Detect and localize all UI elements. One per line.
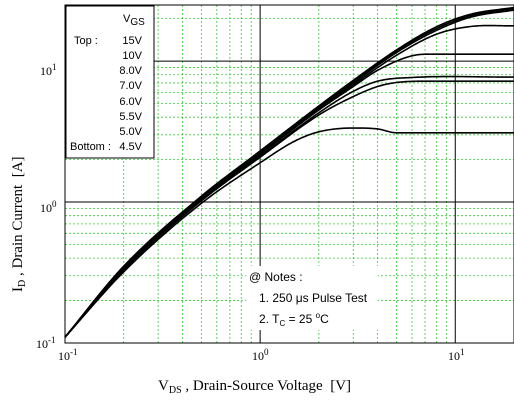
x-tick-label: 101 [448, 347, 465, 363]
series-curve [64, 127, 514, 338]
series-curve [64, 53, 514, 338]
legend-entry: 4.5V [119, 141, 142, 153]
notes-line-1: 1. 250 μs Pulse Test [259, 291, 368, 305]
legend-entry: 6.0V [119, 96, 142, 108]
x-tick-label: 100 [252, 347, 269, 363]
y-tick-label: 100 [40, 199, 57, 215]
y-tick-labels: 10-1 100 101 [36, 62, 57, 351]
curves [64, 6, 514, 338]
legend-entry: 15V [122, 35, 142, 47]
notes-backdrop [246, 266, 378, 330]
legend-entry: 8.0V [119, 65, 142, 77]
y-axis-label: ID , Drain Current [A] [10, 156, 28, 292]
notes-annotation: @ Notes : 1. 250 μs Pulse Test 2. TC = 2… [246, 266, 378, 330]
plot-frame [64, 4, 514, 344]
y-tick-label: 10-1 [36, 335, 56, 351]
legend-top-label: Top : [74, 35, 98, 47]
notes-line-2: 2. TC = 25 oC [259, 311, 329, 328]
legend-entry: 10V [122, 50, 142, 62]
x-axis-label: VDS , Drain-Source Voltage [V] [158, 378, 351, 396]
x-tick-label: 10-1 [58, 347, 78, 363]
series-curve [64, 9, 514, 338]
legend-bottom-label: Bottom : [70, 141, 111, 153]
legend-entry: 5.5V [119, 111, 142, 123]
notes-heading: @ Notes : [249, 270, 303, 284]
series-curve [64, 80, 514, 338]
legend-header: VGS [123, 13, 145, 28]
legend-box [65, 5, 155, 159]
y-tick-label: 101 [40, 62, 57, 78]
legend: VGS Top : Bottom : 15V 10V 8.0V 7.0V 6.0… [65, 5, 155, 159]
x-tick-labels: 10-1 100 101 [58, 347, 465, 363]
legend-entry: 7.0V [119, 80, 142, 92]
legend-entry: 5.0V [119, 126, 142, 138]
